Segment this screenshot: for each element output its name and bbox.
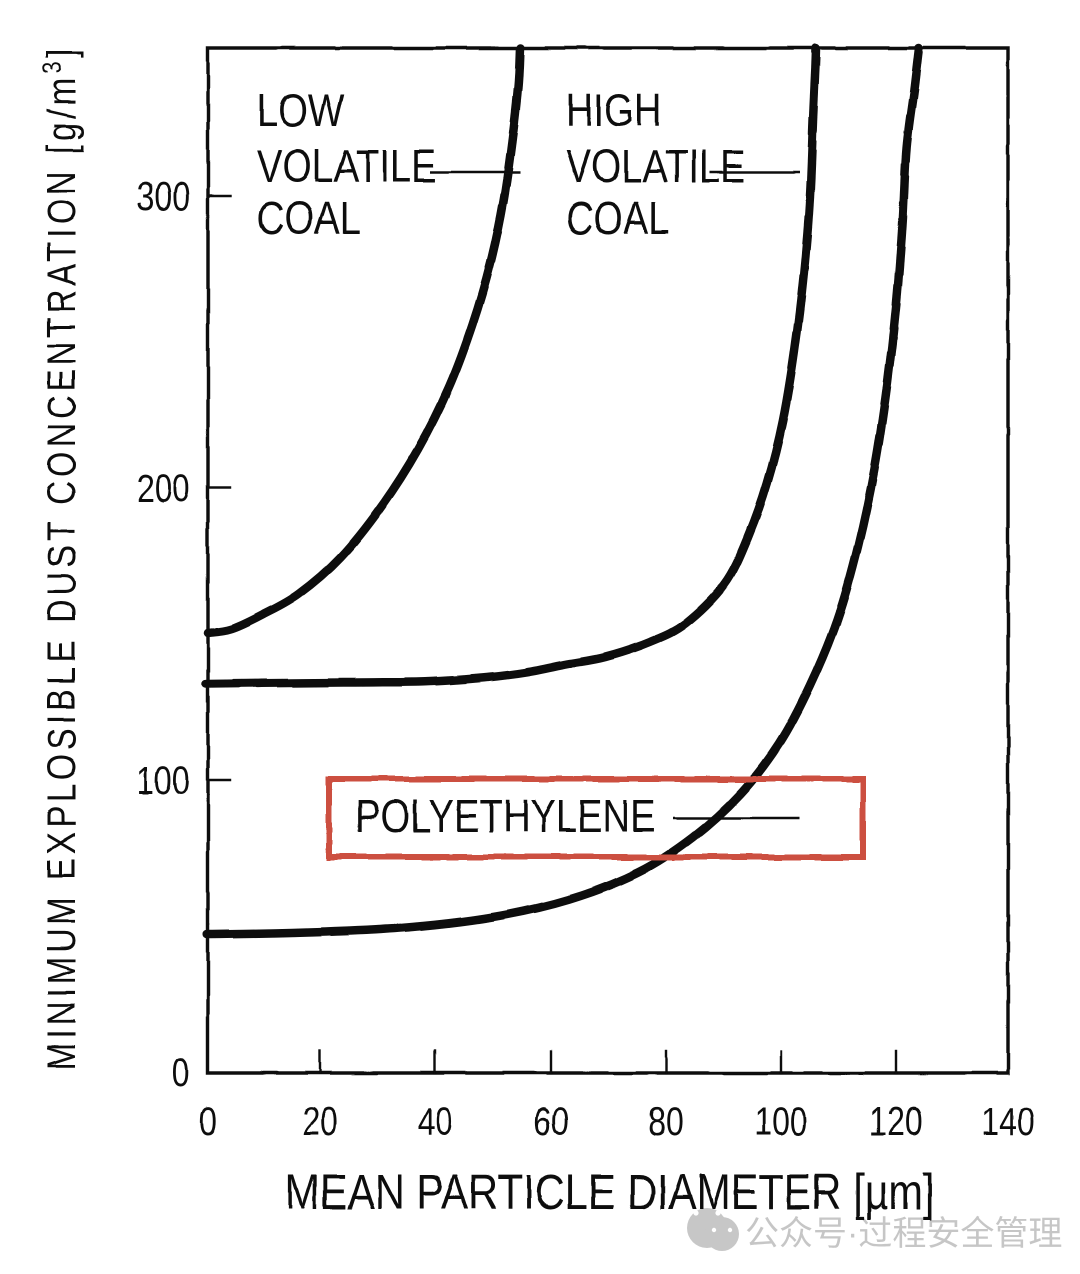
svg-text:POLYETHYLENE: POLYETHYLENE <box>355 791 656 842</box>
svg-text:VOLATILE: VOLATILE <box>257 141 437 192</box>
svg-text:COAL: COAL <box>257 193 361 244</box>
svg-text:0: 0 <box>172 1050 190 1095</box>
svg-text:20: 20 <box>302 1099 338 1144</box>
svg-text:COAL: COAL <box>566 193 670 244</box>
svg-text:60: 60 <box>533 1099 569 1144</box>
svg-text:MINIMUM EXPLOSIBLE DUST CONCEN: MINIMUM EXPLOSIBLE DUST CONCENTRATION [g… <box>38 45 84 1070</box>
svg-text:300: 300 <box>137 174 190 219</box>
svg-text:公众号·过程安全管理: 公众号·过程安全管理 <box>745 1215 1062 1253</box>
svg-text:40: 40 <box>417 1099 453 1144</box>
svg-text:200: 200 <box>137 466 190 511</box>
svg-text:80: 80 <box>648 1099 684 1144</box>
svg-text:VOLATILE: VOLATILE <box>566 141 746 192</box>
svg-text:HIGH: HIGH <box>566 85 661 136</box>
svg-text:100: 100 <box>137 758 190 803</box>
svg-text:LOW: LOW <box>257 85 344 136</box>
svg-text:MEAN PARTICLE DIAMETER [µm]: MEAN PARTICLE DIAMETER [µm] <box>285 1163 934 1220</box>
svg-text:100: 100 <box>754 1099 807 1144</box>
svg-text:120: 120 <box>869 1099 922 1144</box>
svg-text:140: 140 <box>981 1099 1034 1144</box>
svg-text:0: 0 <box>199 1099 217 1144</box>
